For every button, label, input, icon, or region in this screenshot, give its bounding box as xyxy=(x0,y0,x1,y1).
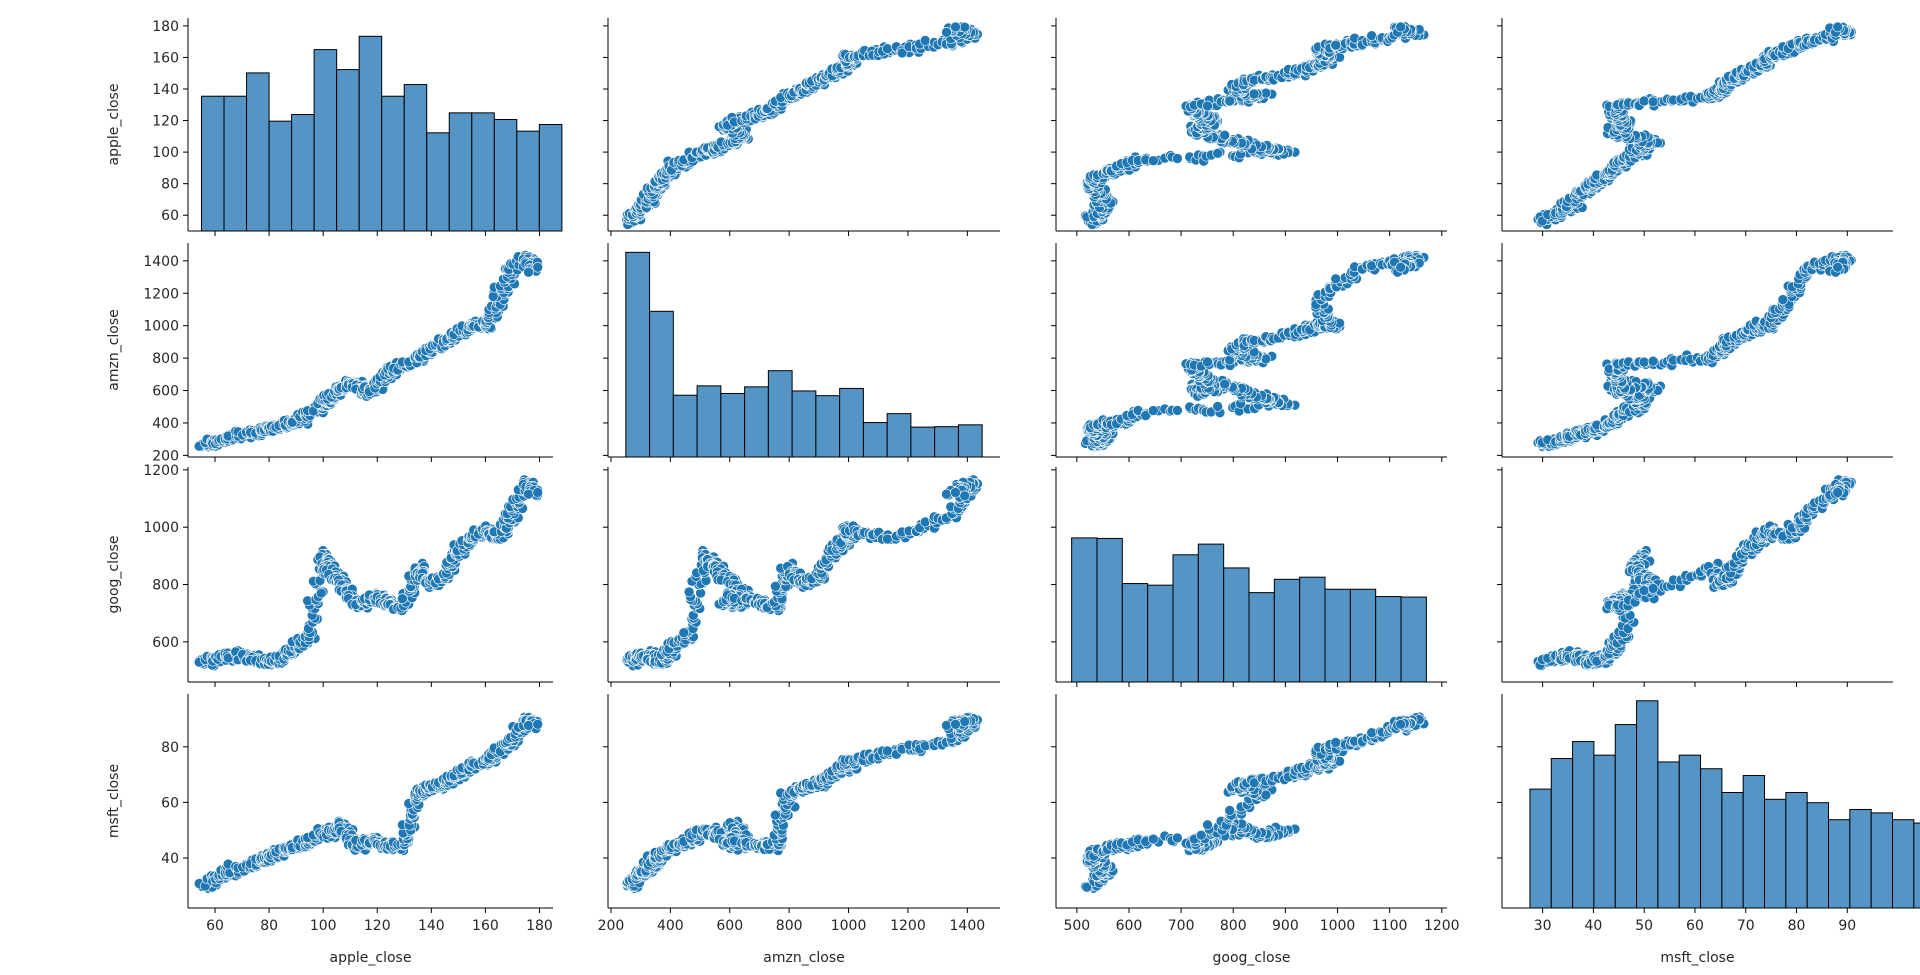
scatter-point-1-0-799 xyxy=(487,291,499,302)
hist-bar-amzn_close-11 xyxy=(886,413,912,458)
scatter-point-0-1-894 xyxy=(959,21,971,33)
scatter-point-0-3-553 xyxy=(1638,95,1650,107)
scatter-point-0-1-812 xyxy=(919,35,931,46)
scatter-point-1-2-257 xyxy=(1148,405,1159,416)
hist-bar-apple_close-13 xyxy=(493,119,518,232)
scatter-point-1-2-584 xyxy=(1260,353,1272,365)
scatter-point-0-2-272 xyxy=(1212,148,1223,159)
y-tick-label-apple_close-80: 80 xyxy=(161,177,179,193)
hist-bar-apple_close-4 xyxy=(291,114,315,232)
hist-bar-apple_close-7 xyxy=(358,35,383,232)
hist-bar-amzn_close-3 xyxy=(696,385,722,458)
scatter-point-1-0-898 xyxy=(523,266,534,278)
hist-bar-apple_close-9 xyxy=(403,84,428,232)
scatter-point-1-2-272 xyxy=(1212,401,1223,412)
scatter-point-0-2-899 xyxy=(1395,21,1406,33)
hist-bar-apple_close-8 xyxy=(381,95,405,232)
scatter-point-0-3-556 xyxy=(1647,96,1659,108)
scatter-point-1-2-262 xyxy=(1172,405,1183,416)
scatter-point-1-2-816 xyxy=(1330,273,1341,285)
hist-bar-amzn_close-6 xyxy=(767,370,793,458)
scatter-point-0-1-899 xyxy=(950,21,961,33)
hist-bar-amzn_close-8 xyxy=(815,395,841,458)
y-tick-label-amzn_close-1400: 1400 xyxy=(143,254,179,270)
y-tick-label-apple_close-160: 160 xyxy=(152,50,179,66)
scatter-point-1-2-378 xyxy=(1219,378,1230,390)
scatter-point-0-2-551 xyxy=(1202,100,1213,112)
hist-bar-amzn_close-1 xyxy=(649,310,674,458)
y-tick-label-amzn_close-400: 400 xyxy=(152,416,179,432)
scatter-point-0-2-816 xyxy=(1330,39,1341,51)
scatter-point-1-2-551 xyxy=(1202,356,1213,368)
hist-bar-amzn_close-2 xyxy=(672,394,698,458)
scatter-point-0-2-378 xyxy=(1219,129,1230,141)
hist-bar-amzn_close-13 xyxy=(934,426,959,458)
hist-bar-amzn_close-7 xyxy=(791,390,817,458)
scatter-point-0-2-562 xyxy=(1224,95,1235,107)
hist-bar-apple_close-3 xyxy=(268,120,293,232)
scatter-point-0-2-257 xyxy=(1148,155,1159,166)
y-tick-label-amzn_close-1200: 1200 xyxy=(143,286,179,302)
hist-bar-apple_close-0 xyxy=(201,95,225,232)
hist-bar-apple_close-15 xyxy=(538,124,563,232)
y-tick-label-apple_close-140: 140 xyxy=(152,82,179,98)
y-tick-label-amzn_close-600: 600 xyxy=(152,384,179,400)
hist-bar-apple_close-6 xyxy=(336,69,360,232)
hist-bar-amzn_close-4 xyxy=(720,393,746,458)
hist-bar-amzn_close-14 xyxy=(957,424,983,458)
hist-bar-apple_close-11 xyxy=(448,112,473,232)
hist-bar-apple_close-2 xyxy=(246,72,270,232)
y-tick-label-apple_close-60: 60 xyxy=(161,208,179,224)
scatter-point-1-2-840 xyxy=(1366,260,1377,272)
hist-bar-apple_close-14 xyxy=(516,130,540,232)
hist-bar-amzn_close-9 xyxy=(839,387,864,458)
scatter-point-0-2-262 xyxy=(1172,153,1183,164)
hist-bar-amzn_close-10 xyxy=(862,422,888,458)
hist-bar-apple_close-10 xyxy=(426,132,450,232)
y-tick-label-apple_close-120: 120 xyxy=(152,114,179,130)
scatter-point-0-1-898 xyxy=(941,26,952,38)
scatter-point-1-2-899 xyxy=(1395,261,1406,273)
hist-bar-amzn_close-12 xyxy=(910,426,936,458)
scatter-point-0-1-794 xyxy=(882,43,893,55)
y-tick-label-apple_close-100: 100 xyxy=(152,145,179,161)
scatter-point-0-2-840 xyxy=(1366,30,1377,42)
scatter-point-0-2-597 xyxy=(1248,88,1260,100)
hist-bar-apple_close-12 xyxy=(471,112,495,232)
y-tick-label-apple_close-180: 180 xyxy=(152,19,179,35)
hist-bar-apple_close-5 xyxy=(313,49,338,232)
scatter-point-0-3-899 xyxy=(1832,21,1843,33)
hist-bar-amzn_close-0 xyxy=(625,251,651,458)
y-tick-label-amzn_close-800: 800 xyxy=(152,351,179,367)
y-tick-label-amzn_close-1000: 1000 xyxy=(143,319,179,335)
hist-bar-amzn_close-5 xyxy=(744,386,769,458)
hist-bar-apple_close-1 xyxy=(223,95,248,232)
scatter-point-1-0-899 xyxy=(532,261,544,273)
